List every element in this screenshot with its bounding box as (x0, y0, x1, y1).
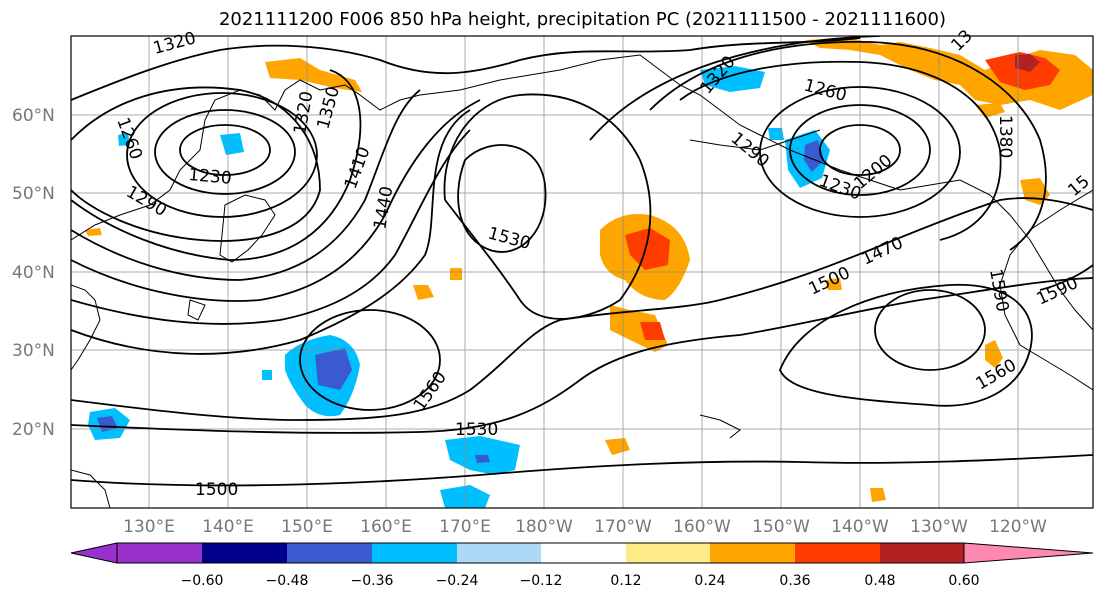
colorbar-segment (287, 543, 372, 563)
colorbar-segment (541, 543, 626, 563)
lat-label: 60°N (12, 106, 55, 126)
colorbar-under-triangle (70, 542, 118, 564)
lat-label: 40°N (12, 263, 55, 283)
lon-label: 130°W (910, 517, 968, 537)
contour-label: 1230 (188, 165, 233, 189)
map-frame (70, 35, 1094, 509)
lon-label: 130°E (123, 517, 175, 537)
colorbar-segment (202, 543, 287, 563)
colorbar-tick: 0.60 (948, 573, 979, 589)
lon-label: 180°W (515, 517, 573, 537)
contour-label: 1500 (195, 480, 238, 500)
colorbar-segment (117, 543, 202, 563)
graticule (71, 36, 1093, 508)
colorbar-tick: 0.36 (779, 573, 810, 589)
colorbar-tick: 0.48 (864, 573, 895, 589)
colorbar-tick: −0.24 (436, 573, 479, 589)
contour-label: 1530 (455, 420, 498, 440)
colorbar-ticks: −0.60 −0.48 −0.36 −0.24 −0.12 0.12 0.24 … (181, 573, 980, 589)
lat-label: 20°N (12, 420, 55, 440)
lon-label: 120°W (989, 517, 1047, 537)
lon-label: 160°W (673, 517, 731, 537)
lat-label: 30°N (12, 341, 55, 361)
lon-label: 170°E (439, 517, 491, 537)
precipitation-shading (85, 38, 1093, 508)
map-title: 2021111200 F006 850 hPa height, precipit… (218, 9, 947, 30)
lon-label: 140°W (831, 517, 889, 537)
lon-label: 140°E (202, 517, 254, 537)
lon-label: 150°E (281, 517, 333, 537)
colorbar-tick: −0.60 (181, 573, 224, 589)
colorbar-tick: −0.12 (520, 573, 563, 589)
colorbar-tick: −0.36 (351, 573, 394, 589)
colorbar-segment (710, 543, 795, 563)
colorbar: −0.60 −0.48 −0.36 −0.24 −0.12 0.12 0.24 … (70, 542, 1094, 589)
colorbar-segment (626, 543, 710, 563)
lon-label: 170°W (594, 517, 652, 537)
colorbar-tick: −0.48 (266, 573, 309, 589)
colorbar-over-triangle (963, 542, 1094, 564)
colorbar-segment (795, 543, 880, 563)
contour-label: 1380 (995, 115, 1015, 158)
lon-label: 160°E (360, 517, 412, 537)
colorbar-segment (457, 543, 541, 563)
longitude-labels: 130°E 140°E 150°E 160°E 170°E 180°W 170°… (123, 517, 1047, 537)
colorbar-segment (880, 543, 964, 563)
lat-label: 50°N (12, 184, 55, 204)
colorbar-tick: 0.12 (610, 573, 641, 589)
latitude-labels: 60°N 50°N 40°N 30°N 20°N (12, 106, 55, 440)
lon-label: 150°W (752, 517, 810, 537)
height-contours (71, 36, 1093, 487)
colorbar-segment (372, 543, 457, 563)
colorbar-tick: 0.24 (694, 573, 725, 589)
